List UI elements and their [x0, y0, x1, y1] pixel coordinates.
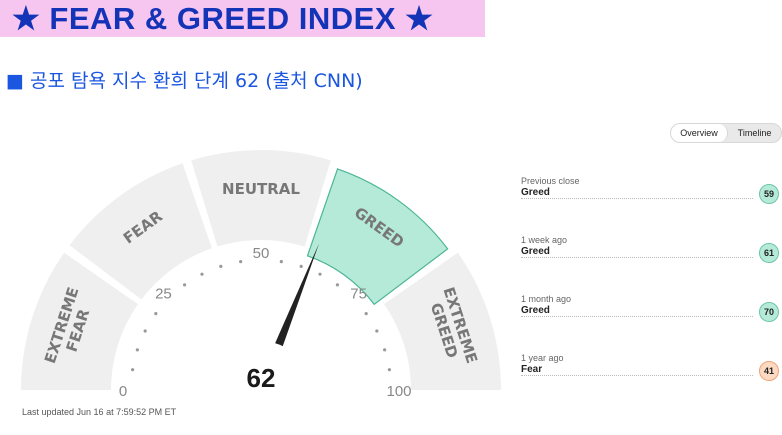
history-divider: [521, 198, 753, 199]
scale-dot: [135, 348, 139, 352]
scale-label: 75: [350, 285, 367, 302]
history-label: Greed: [521, 246, 550, 257]
gauge-segment-greed: [306, 168, 449, 306]
history-value-badge: 61: [759, 243, 779, 263]
timeline-tab[interactable]: Timeline: [737, 128, 772, 138]
segment-label-neutral: NEUTRAL: [222, 180, 300, 198]
scale-dot: [219, 264, 223, 268]
scale-dot: [131, 368, 135, 372]
history-label: Fear: [521, 364, 543, 375]
history-divider: [521, 316, 753, 317]
scale-dot: [279, 260, 283, 264]
scale-dot: [335, 283, 340, 287]
history-item-1-week: 1 week ago Greed 61: [521, 235, 779, 275]
history-item-previous-close: Previous close Greed 59: [521, 176, 779, 216]
gauge-segment-extreme-greed: [384, 252, 501, 390]
scale-dot: [375, 329, 379, 333]
history-divider: [521, 375, 753, 376]
gauge-segment-extreme-fear: [21, 252, 138, 390]
subtitle: ■ 공포 탐욕 지수 환희 단계 62 (출처 CNN): [6, 70, 363, 92]
gauge-inner-area: [120, 249, 402, 390]
scale-dot: [299, 264, 303, 268]
scale-label: 0: [119, 383, 127, 400]
gauge-segment-fear: [69, 163, 212, 300]
segment-label-extreme-fear: EXTREMEFEAR: [41, 285, 99, 371]
history-value-badge: 70: [759, 302, 779, 322]
history-period: 1 month ago: [521, 294, 572, 304]
scale-dot: [200, 272, 204, 276]
scale-dot: [364, 311, 368, 316]
scale-dot: [182, 283, 187, 287]
view-toggle: Overview Timeline: [670, 123, 782, 143]
gauge-segment-neutral: [191, 150, 331, 247]
history-label: Greed: [521, 187, 550, 198]
history-period: Previous close: [521, 176, 580, 186]
scale-dot: [154, 311, 158, 316]
gauge-segments: [21, 150, 501, 390]
gauge-center-disc: [212, 341, 310, 405]
overview-tab[interactable]: Overview: [671, 124, 728, 142]
banner-title: ★ FEAR & GREED INDEX ★: [12, 1, 434, 36]
last-updated: Last updated Jun 16 at 7:59:52 PM ET: [22, 407, 177, 417]
history-value-badge: 59: [759, 184, 779, 204]
scale-dot: [387, 368, 391, 372]
scale-label: 25: [155, 285, 172, 302]
history-divider: [521, 257, 753, 258]
history-label: Greed: [521, 305, 550, 316]
scale-dot: [383, 348, 387, 352]
scale-dot: [318, 272, 322, 276]
gauge-scale-dots: [131, 260, 391, 372]
history-item-1-year: 1 year ago Fear 41: [521, 353, 779, 393]
scale-dot: [143, 329, 147, 333]
scale-label: 100: [386, 383, 411, 400]
gauge-scale-labels: 0 25 50 75 100: [119, 245, 412, 400]
segment-label-line: NEUTRAL: [222, 180, 300, 198]
scale-label: 50: [253, 245, 270, 262]
gauge-value: 62: [247, 363, 276, 393]
title-banner: ★ FEAR & GREED INDEX ★: [0, 0, 485, 37]
fear-greed-gauge: EXTREMEFEARFEARNEUTRALGREEDEXTREMEGREED …: [21, 150, 501, 405]
scale-dot: [239, 260, 243, 264]
history-period: 1 year ago: [521, 353, 564, 363]
history-period: 1 week ago: [521, 235, 568, 245]
history-value-badge: 41: [759, 361, 779, 381]
history-item-1-month: 1 month ago Greed 70: [521, 294, 779, 334]
